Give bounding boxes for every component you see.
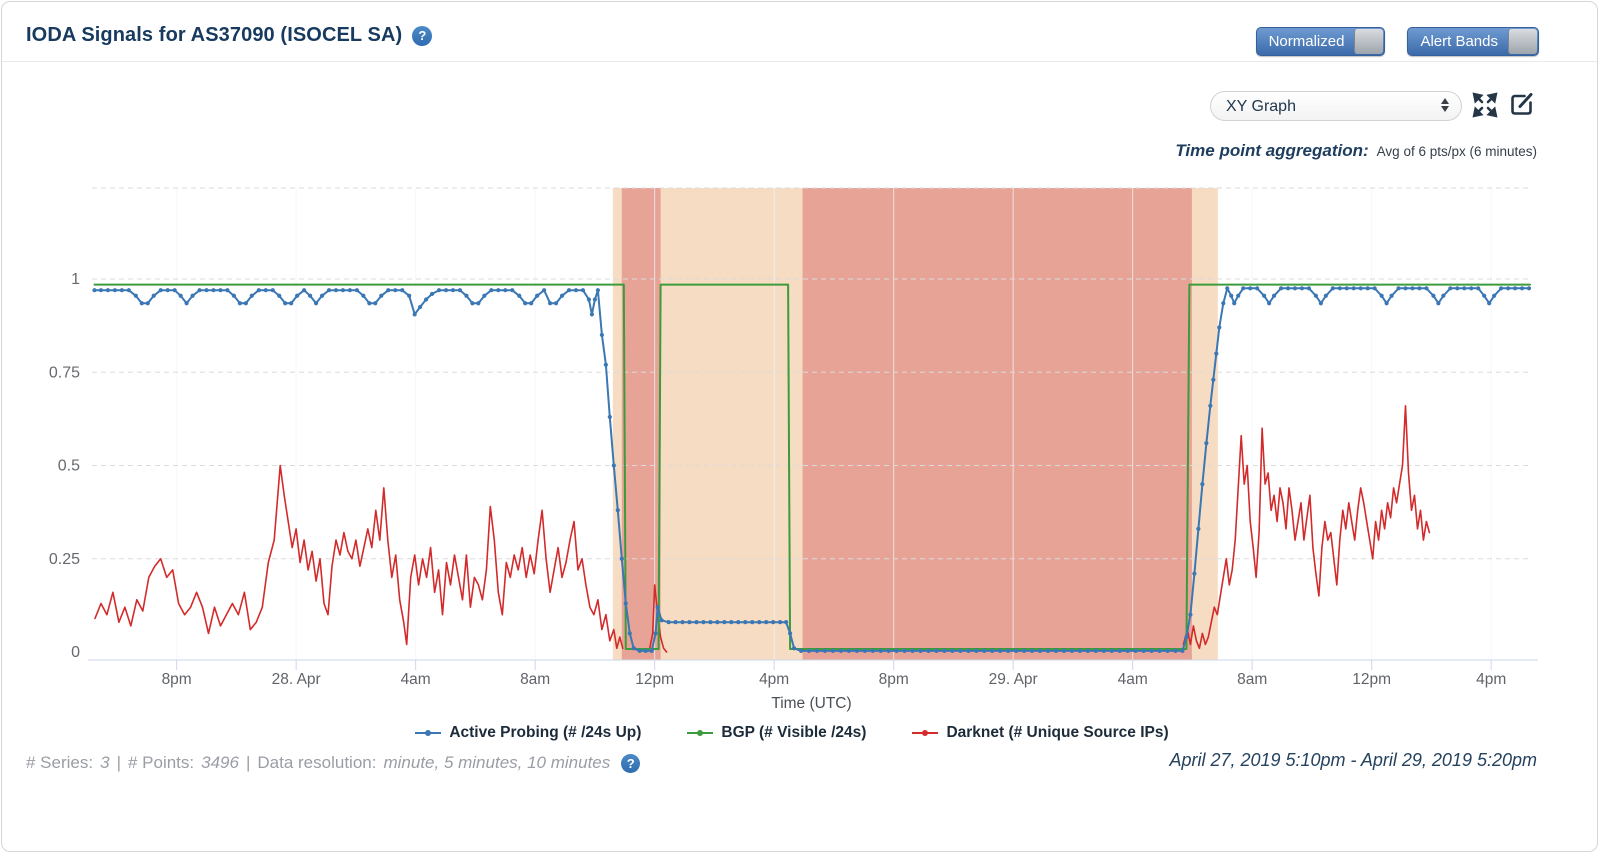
- legend-label: BGP (# Visible /24s): [721, 724, 867, 741]
- chart-meta: # Series: 3 | # Points: 3496 | Data reso…: [26, 753, 641, 773]
- header-divider: [2, 61, 1597, 62]
- svg-text:8pm: 8pm: [879, 671, 909, 688]
- alert-bands-toggle[interactable]: Alert Bands: [1407, 27, 1539, 56]
- legend-item-2[interactable]: Darknet (# Unique Source IPs): [912, 724, 1169, 742]
- graph-type-select[interactable]: XY Graph: [1210, 91, 1462, 121]
- legend: Active Probing (# /24s Up) BGP (# Visible…: [2, 724, 1582, 742]
- aggregation-label: Time point aggregation:: [1175, 141, 1369, 160]
- svg-text:8am: 8am: [1237, 671, 1267, 688]
- legend-label: Darknet (# Unique Source IPs): [946, 724, 1169, 741]
- svg-text:12pm: 12pm: [635, 671, 674, 688]
- normalized-toggle[interactable]: Normalized: [1255, 27, 1386, 56]
- date-range: April 27, 2019 5:10pm - April 29, 2019 5…: [1169, 750, 1537, 770]
- alert-bands-toggle-label: Alert Bands: [1420, 33, 1498, 50]
- svg-text:28. Apr: 28. Apr: [272, 671, 321, 688]
- resolution-label: Data resolution:: [257, 753, 377, 772]
- resolution-value: minute, 5 minutes, 10 minutes: [383, 753, 611, 772]
- legend-marker-icon: [687, 727, 714, 739]
- normalized-toggle-label: Normalized: [1268, 33, 1345, 50]
- series-count-value: 3: [100, 753, 110, 772]
- svg-text:1: 1: [71, 271, 80, 288]
- legend-item-1[interactable]: BGP (# Visible /24s): [687, 724, 866, 742]
- svg-text:0: 0: [71, 644, 80, 661]
- svg-text:4pm: 4pm: [1476, 671, 1506, 688]
- svg-text:12pm: 12pm: [1352, 671, 1391, 688]
- toggle-knob: [1354, 29, 1384, 54]
- legend-marker-icon: [912, 727, 939, 739]
- points-count-label: # Points:: [127, 753, 195, 772]
- page-title: IODA Signals for AS37090 (ISOCEL SA): [26, 24, 403, 46]
- svg-text:4am: 4am: [1118, 671, 1148, 688]
- svg-text:4am: 4am: [401, 671, 431, 688]
- svg-text:8am: 8am: [520, 671, 550, 688]
- meta-help-icon[interactable]: ?: [621, 753, 641, 773]
- legend-item-0[interactable]: Active Probing (# /24s Up): [415, 724, 641, 742]
- legend-marker-icon: [415, 727, 442, 739]
- svg-text:0.25: 0.25: [49, 551, 80, 568]
- svg-text:Time (UTC): Time (UTC): [771, 695, 851, 712]
- expand-icon[interactable]: [1471, 91, 1499, 119]
- aggregation-value: Avg of 6 pts/px (6 minutes): [1376, 144, 1537, 159]
- svg-text:4pm: 4pm: [759, 671, 789, 688]
- svg-text:0.75: 0.75: [49, 364, 80, 381]
- toggle-knob: [1508, 29, 1537, 54]
- svg-text:29. Apr: 29. Apr: [989, 671, 1038, 688]
- points-count-value: 3496: [201, 753, 239, 772]
- separator: |: [245, 753, 251, 772]
- title-help-icon[interactable]: ?: [412, 25, 433, 46]
- legend-label: Active Probing (# /24s Up): [449, 724, 642, 741]
- svg-text:0.5: 0.5: [58, 458, 80, 475]
- separator: |: [116, 753, 121, 772]
- edit-icon[interactable]: [1508, 91, 1536, 119]
- svg-text:8pm: 8pm: [162, 671, 192, 688]
- series-count-label: # Series:: [26, 753, 94, 772]
